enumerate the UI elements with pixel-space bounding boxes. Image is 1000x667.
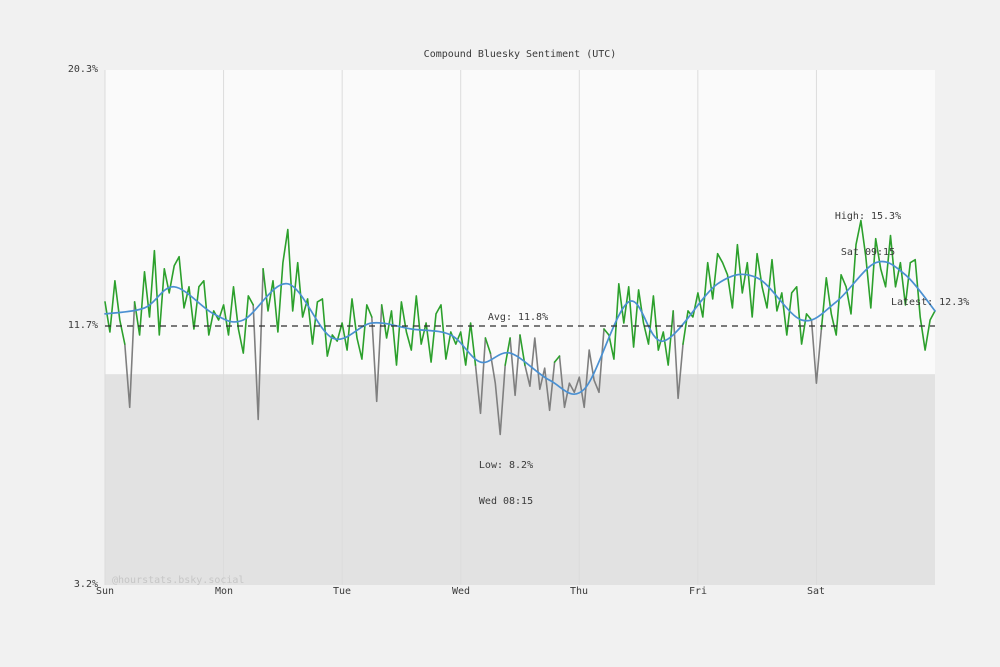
annotation-latest: Latest: 12.3%: [891, 297, 970, 308]
annotation-avg-label: Avg: 11.8%: [485, 312, 551, 323]
x-tick-wed: Wed: [451, 586, 471, 597]
x-tick-sun: Sun: [95, 586, 115, 597]
y-tick-11-7: 11.7%: [67, 320, 98, 331]
x-tick-fri: Fri: [688, 586, 708, 597]
chart-title: Compound Bluesky Sentiment (UTC): [423, 49, 617, 60]
y-tick-3-2: 3.2%: [73, 579, 98, 590]
x-tick-thu: Thu: [569, 586, 589, 597]
annotation-low: Low: 8.2% Wed 08:15: [446, 436, 566, 532]
annotation-avg: Avg: 11.8%: [458, 312, 578, 324]
annotation-low-value: Low: 8.2%: [478, 460, 534, 471]
annotation-high-value: High: 15.3%: [834, 211, 902, 222]
x-tick-mon: Mon: [214, 586, 234, 597]
annotation-high-time: Sat 09:15: [840, 247, 896, 258]
y-tick-20-3: 20.3%: [67, 64, 98, 75]
annotation-low-time: Wed 08:15: [478, 496, 534, 507]
annotation-high: High: 15.3% Sat 09:15: [808, 187, 928, 283]
watermark: @hourstats.bsky.social: [112, 575, 245, 586]
x-tick-sat: Sat: [806, 586, 826, 597]
x-tick-tue: Tue: [332, 586, 352, 597]
